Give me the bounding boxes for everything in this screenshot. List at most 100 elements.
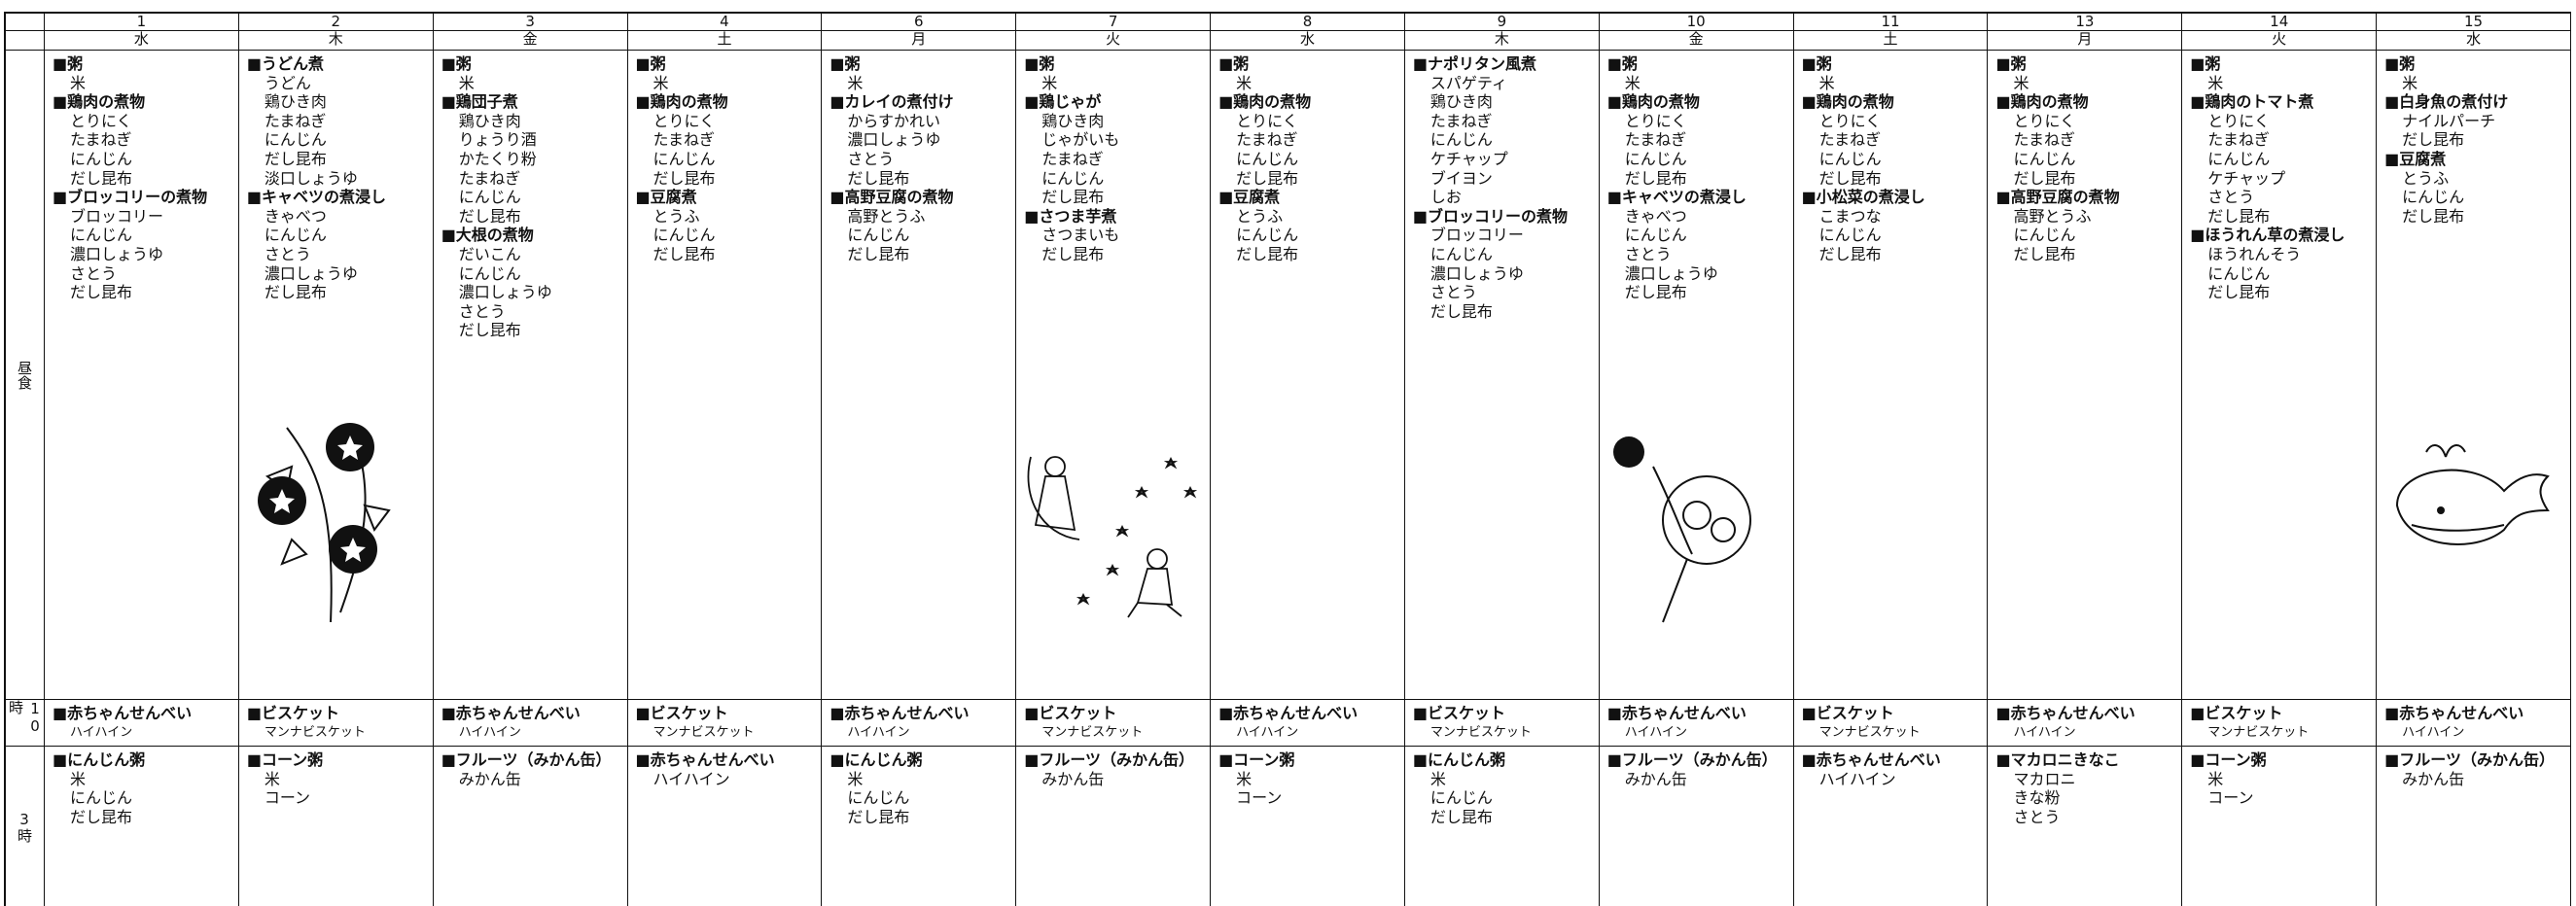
dish-name: ■赤ちゃんせんべい	[53, 704, 193, 722]
dish-name: ■ほうれん草の煮浸し	[2190, 226, 2346, 245]
ingredient: マンナビスケット	[2207, 724, 2310, 740]
lunch-cell: ■粥米 ■鶏肉の煮物 とりにく たまねぎ にんじん だし昆布 ■豆腐煮 とうふ にんじん だし昆布	[1211, 51, 1405, 700]
ingredient: だし昆布	[653, 244, 716, 263]
dish-name: ■粥	[2190, 54, 2221, 73]
ingredient: ハイハイン	[1236, 724, 1299, 740]
ingredient: ほうれんそう	[2207, 244, 2302, 263]
row-label: 3時	[6, 747, 45, 906]
dish-name: ■粥	[1801, 54, 1832, 73]
date: 3	[433, 14, 628, 31]
ingredient: にんじん	[2013, 226, 2076, 245]
date: 6	[822, 14, 1017, 31]
ingredient: コーン	[1236, 788, 1283, 808]
snack3-cell: ■マカロニきなこ マカロニ きな粉 さとう	[1988, 747, 2183, 906]
dish-name: ■鶏じゃが	[1024, 92, 1102, 112]
ingredient: ハイハイン	[1624, 724, 1687, 740]
ingredient: さとう	[1429, 283, 1477, 302]
weekday: 水	[2377, 31, 2571, 51]
dish-name: ■さつま芋煮	[1024, 206, 1117, 226]
weekday: 土	[1793, 31, 1989, 51]
ingredient: 米	[2207, 73, 2224, 92]
dish-name: ■鶏団子煮	[441, 92, 518, 112]
ingredient: さとう	[264, 244, 311, 263]
dish-name: ■豆腐煮	[1218, 188, 1281, 207]
ingredient: ハイハイン	[70, 724, 133, 740]
dish-name: ■小松菜の煮浸し	[1801, 188, 1925, 207]
ingredient: たまねぎ	[653, 130, 716, 150]
ingredient: とりにく	[1236, 111, 1298, 130]
ingredient: さとう	[458, 301, 506, 321]
dish-name: ■ビスケット	[2190, 704, 2283, 722]
dish-name: ■鶏肉の煮物	[1218, 92, 1312, 112]
date: 14	[2182, 14, 2378, 31]
ingredient: 濃口しょうゆ	[1429, 263, 1524, 283]
snack3-cell: ■にんじん粥米にんじん だし昆布	[1405, 747, 1600, 906]
ingredient: きゃべつ	[264, 206, 327, 226]
snack10-cell: ■ビスケット マンナビスケット	[1793, 700, 1989, 747]
ingredient: にんじん	[264, 130, 327, 150]
ingredient: 米	[1624, 73, 1641, 92]
dish-name: ■キャベツの煮浸し	[1606, 188, 1747, 207]
weekday: 金	[433, 31, 628, 51]
snack3-cell: ■フルーツ（みかん缶） みかん缶	[434, 747, 628, 906]
dish-name: ■高野豆腐の煮物	[1995, 188, 2120, 207]
snack10-cell: ■赤ちゃんせんべい ハイハイン	[1599, 700, 1794, 747]
ingredient: だし昆布	[2402, 206, 2465, 226]
ingredient: にんじん	[1818, 149, 1882, 168]
ingredient: にんじん	[70, 788, 133, 808]
ingredient: たまねぎ	[70, 130, 132, 150]
ingredient: 米	[1818, 73, 1835, 92]
ingredient: 米	[264, 769, 280, 788]
ingredient: とうふ	[1236, 206, 1284, 226]
ingredient: 鶏ひき肉	[1041, 111, 1105, 130]
lunch-cell: ■ナポリタン風煮 スパゲティ 鶏ひき肉 たまねぎ にんじん ケチャップ ブイヨン しお ■ブロッ…	[1404, 51, 1600, 700]
ingredient: にんじん	[1429, 244, 1493, 263]
ingredient: だし昆布	[1429, 807, 1493, 826]
dish-name: ■豆腐煮	[635, 188, 697, 207]
ingredient: みかん缶	[458, 769, 521, 788]
ingredient: だし昆布	[1236, 168, 1299, 188]
ingredient: にんじん	[2207, 263, 2271, 283]
snack3-cell: ■にんじん粥米にんじん だし昆布	[45, 747, 239, 906]
ingredient: だし昆布	[2402, 130, 2465, 150]
date: 15	[2377, 14, 2571, 31]
ingredient: 米	[458, 73, 475, 92]
ingredient: にんじん	[1429, 788, 1493, 808]
ingredient: ハイハイン	[653, 769, 730, 788]
ingredient: ハイハイン	[458, 724, 521, 740]
ingredient: 鶏ひき肉	[264, 92, 327, 112]
ingredient: さとう	[847, 149, 895, 168]
ingredient: ブロッコリー	[1429, 226, 1524, 245]
dish-name: ■鶏肉の煮物	[53, 92, 146, 112]
dish-name: ■ビスケット	[1801, 704, 1894, 722]
ingredient: だし昆布	[458, 206, 521, 226]
dish-name: ■粥	[1218, 54, 1250, 73]
tanabata-illustration	[1027, 456, 1198, 618]
ingredient: ケチャップ	[1429, 149, 1508, 168]
ingredient: にんじん	[847, 788, 910, 808]
snack3-cell: ■コーン粥米コーン	[2182, 747, 2378, 906]
ingredient: 米	[2402, 73, 2418, 92]
ingredient: にんじん	[458, 263, 521, 283]
ingredient: にんじん	[653, 226, 716, 245]
lunch-cell: ■粥米 ■鶏肉の煮物 とりにく たまねぎ にんじん だし昆布 ■キャベツの煮浸し きゃべつ にん…	[1599, 51, 1794, 700]
date: 7	[1016, 14, 1212, 31]
dish-name: ■赤ちゃんせんべい	[2384, 704, 2524, 722]
dish-name: ■白身魚の煮付け	[2384, 92, 2509, 112]
snack3-cell: ■赤ちゃんせんべい ハイハイン	[628, 747, 823, 906]
ingredient: にんじん	[653, 149, 716, 168]
date: 4	[627, 14, 823, 31]
dish-name: ■鶏肉の煮物	[1606, 92, 1700, 112]
ingredient: 米	[1041, 73, 1058, 92]
dish-name: ■赤ちゃんせんべい	[829, 704, 970, 722]
snack10-cell: ■ビスケット マンナビスケット	[1404, 700, 1600, 747]
dish-name: ■にんじん粥	[53, 750, 146, 769]
ingredient: さとう	[1624, 244, 1672, 263]
ingredient: にんじん	[264, 226, 327, 245]
snack10-cell: ■赤ちゃんせんべい ハイハイン	[2377, 700, 2571, 747]
ingredient: にんじん	[70, 226, 133, 245]
dish-name: ■赤ちゃんせんべい	[1218, 704, 1359, 722]
dish-name: ■カレイの煮付け	[829, 92, 954, 112]
dish-name: ■キャベツの煮浸し	[246, 188, 386, 207]
ingredient: だし昆布	[264, 283, 327, 302]
